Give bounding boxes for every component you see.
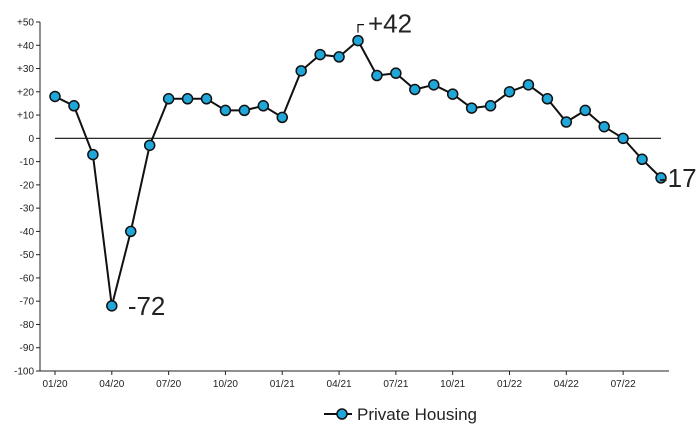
data-point (409, 83, 421, 96)
legend-label: Private Housing (357, 405, 477, 424)
data-point (333, 51, 345, 63)
data-point (200, 93, 213, 105)
data-point (371, 69, 383, 82)
y-tick-label: -10 (20, 157, 35, 168)
data-point (314, 48, 326, 61)
x-tick-label: 07/20 (156, 379, 181, 390)
data-point (598, 120, 610, 133)
legend: Private Housing (324, 405, 477, 424)
y-tick-label: -100 (14, 367, 34, 378)
data-point (238, 104, 251, 117)
annotations-group: +42 -72 -17 (128, 9, 697, 321)
x-tick-label: 10/21 (440, 379, 465, 390)
y-tick-label: -50 (20, 250, 35, 261)
x-tick-label: 01/20 (42, 379, 67, 390)
x-tick-label: 01/21 (270, 379, 295, 390)
data-point (465, 102, 478, 114)
data-point (446, 88, 459, 100)
annotation-label: -72 (128, 291, 166, 321)
data-point (68, 100, 80, 112)
data-point (560, 116, 573, 128)
data-point (219, 104, 232, 117)
data-point (541, 93, 554, 105)
data-point (87, 148, 99, 161)
data-point (655, 172, 667, 184)
x-tick-label: 10/20 (213, 379, 238, 390)
x-tick-label: 04/22 (554, 379, 579, 390)
data-point (276, 111, 288, 124)
y-tick-label: -30 (20, 204, 35, 215)
data-point (49, 90, 61, 103)
data-point (162, 93, 175, 105)
series-group (49, 34, 667, 312)
y-tick-label: +40 (17, 41, 34, 52)
data-point (617, 132, 629, 145)
y-tick-label: +20 (17, 87, 34, 98)
x-tick-label: 04/20 (99, 379, 124, 390)
series-line (54, 39, 662, 307)
data-point (390, 67, 402, 79)
data-point (636, 153, 648, 166)
data-point (295, 65, 307, 77)
data-point (579, 104, 591, 117)
y-axis: +50 +40 +30 +20 +10 0 -10 -20 -30 -40 -50 -60 -70 -80… (14, 18, 41, 378)
y-tick-label: -20 (20, 180, 35, 191)
data-point (428, 79, 440, 91)
data-point (125, 225, 137, 238)
x-tick-label: 07/22 (611, 379, 636, 390)
annotation-leader (357, 24, 364, 33)
data-point (143, 139, 156, 152)
y-tick-label: +10 (17, 111, 34, 122)
data-point (503, 86, 516, 98)
x-tick-label: 04/21 (327, 379, 352, 390)
data-point (181, 93, 194, 105)
x-axis: 01/20 04/20 07/20 10/20 01/21 04/21 07/21 10/21… (40, 370, 669, 390)
x-tick-label: 07/21 (383, 379, 408, 390)
y-tick-label: 0 (28, 134, 34, 145)
data-point (257, 100, 270, 112)
data-point (352, 34, 364, 47)
legend-marker (336, 408, 348, 420)
y-tick-label: -70 (20, 297, 35, 308)
y-tick-label: -60 (20, 273, 35, 284)
data-point (522, 79, 535, 91)
annotation-label: -17 (659, 163, 697, 193)
y-tick-label: +30 (17, 64, 34, 75)
y-tick-label: -90 (20, 343, 35, 354)
data-point (106, 300, 118, 312)
y-tick-label: -40 (20, 227, 35, 238)
y-tick-label: +50 (17, 18, 34, 29)
annotation-label: +42 (368, 9, 412, 39)
y-tick-label: -80 (20, 320, 35, 331)
x-tick-label: 01/22 (497, 379, 522, 390)
data-point (484, 100, 497, 112)
